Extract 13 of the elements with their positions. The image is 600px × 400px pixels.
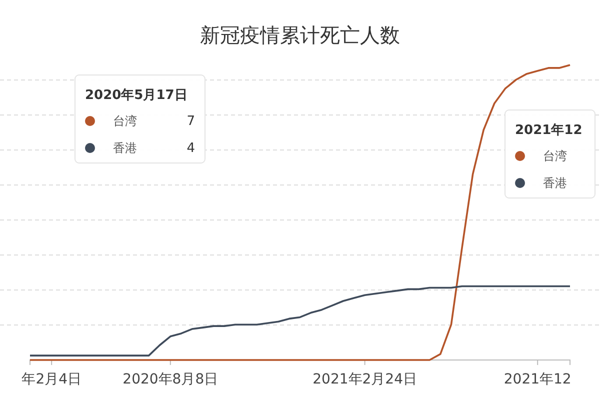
x-tick-label: 2020年8月8日 (122, 371, 218, 388)
legend-title: 2020年5月17日 (85, 88, 188, 103)
x-tick-label: 2021年12 (504, 371, 572, 388)
annotation: 4 (186, 141, 195, 156)
annotation: 2021年12 (515, 123, 582, 138)
x-tick-label: 2021年2月24日 (312, 371, 417, 388)
text: 台湾 (543, 149, 567, 163)
x-tick-label: 年2月4日 (22, 371, 82, 388)
legend-label: 香港 (543, 176, 567, 190)
annotation: 7 (186, 114, 195, 129)
chart-title: 新冠疫情累计死亡人数 (200, 23, 400, 47)
legend-label: 台湾 (113, 114, 137, 128)
text: 香港 (113, 141, 137, 155)
